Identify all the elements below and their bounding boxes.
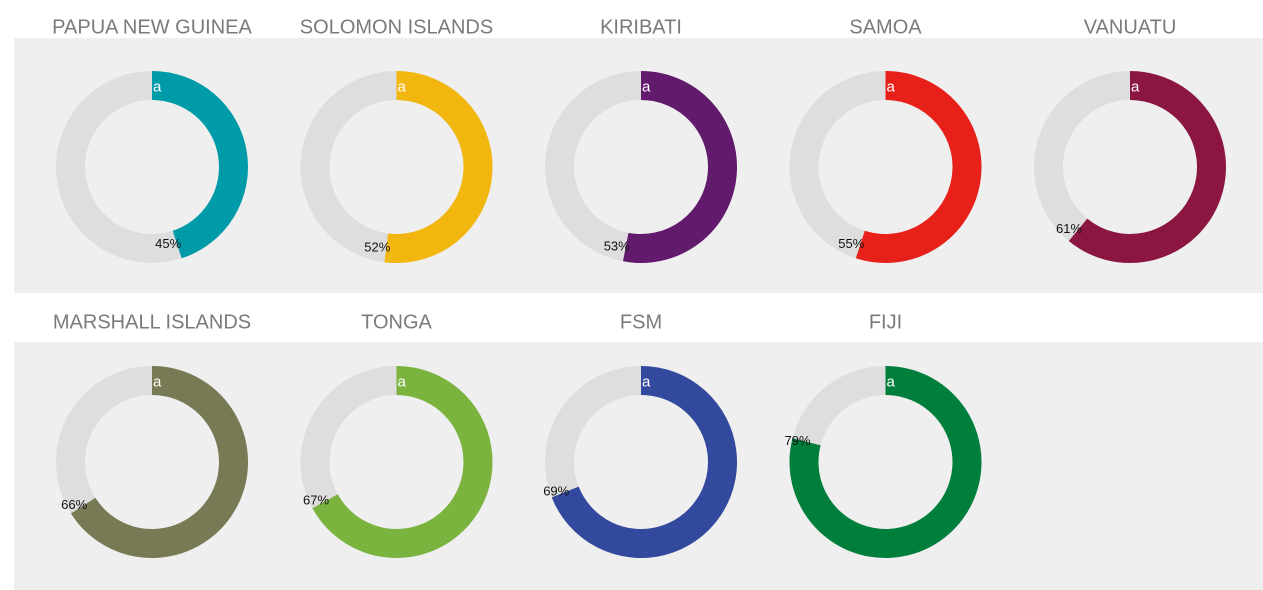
value-label: 52% (364, 239, 390, 254)
donut-segment (384, 71, 493, 263)
annotation: a (642, 373, 651, 390)
chart-title: PAPUA NEW GUINEA (52, 16, 252, 38)
value-label: 53% (604, 238, 630, 253)
donut-segment (789, 366, 982, 558)
annotation: a (153, 373, 162, 390)
annotation: a (887, 78, 896, 95)
chart-title: FSM (620, 311, 662, 333)
value-label: 55% (838, 236, 864, 251)
donut-segment (70, 366, 248, 558)
annotation: a (642, 78, 651, 95)
value-label: 79% (785, 433, 811, 448)
value-label: 45% (155, 236, 181, 251)
chart-title: KIRIBATI (600, 16, 682, 38)
chart-title: VANUATU (1084, 16, 1177, 38)
annotation: a (887, 373, 896, 390)
donut-segment (623, 71, 737, 263)
donut-segment (855, 71, 982, 263)
chart-title: TONGA (361, 311, 432, 333)
value-label: 66% (61, 497, 87, 512)
chart-title: FIJI (869, 311, 902, 333)
value-label: 69% (543, 483, 569, 498)
chart-title: SOLOMON ISLANDS (300, 16, 493, 38)
value-label: 61% (1056, 221, 1082, 236)
donut-segment (312, 366, 493, 558)
chart-title: SAMOA (849, 16, 922, 38)
annotation: a (398, 373, 407, 390)
annotation: a (1131, 78, 1140, 95)
annotation: a (153, 78, 162, 95)
annotation: a (398, 78, 407, 95)
donut-segment (151, 71, 248, 259)
chart-title: MARSHALL ISLANDS (53, 311, 251, 333)
value-label: 67% (303, 493, 329, 508)
donut-segment (1068, 71, 1226, 263)
donut-segment (551, 366, 737, 558)
